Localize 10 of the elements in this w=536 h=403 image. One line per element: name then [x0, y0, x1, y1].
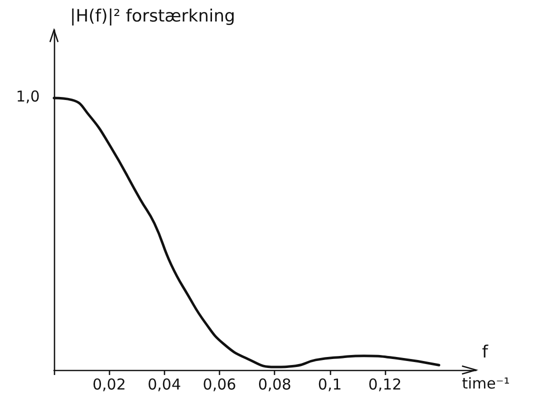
annotation: 1,0 — [16, 88, 40, 106]
x-axis-title: f — [482, 342, 489, 362]
x-tick-label: 0,02 — [92, 376, 126, 394]
x-tick-label: 0,1 — [318, 376, 342, 394]
x-tick-label: 0,08 — [258, 376, 292, 394]
text: time⁻¹ — [462, 374, 510, 392]
x-tick-label: 0,12 — [368, 376, 402, 394]
x-tick-label: 0,04 — [148, 376, 182, 394]
y-axis-title: |H(f)|² forstærkning — [70, 6, 236, 26]
x-tick-label: 0,06 — [202, 376, 236, 394]
